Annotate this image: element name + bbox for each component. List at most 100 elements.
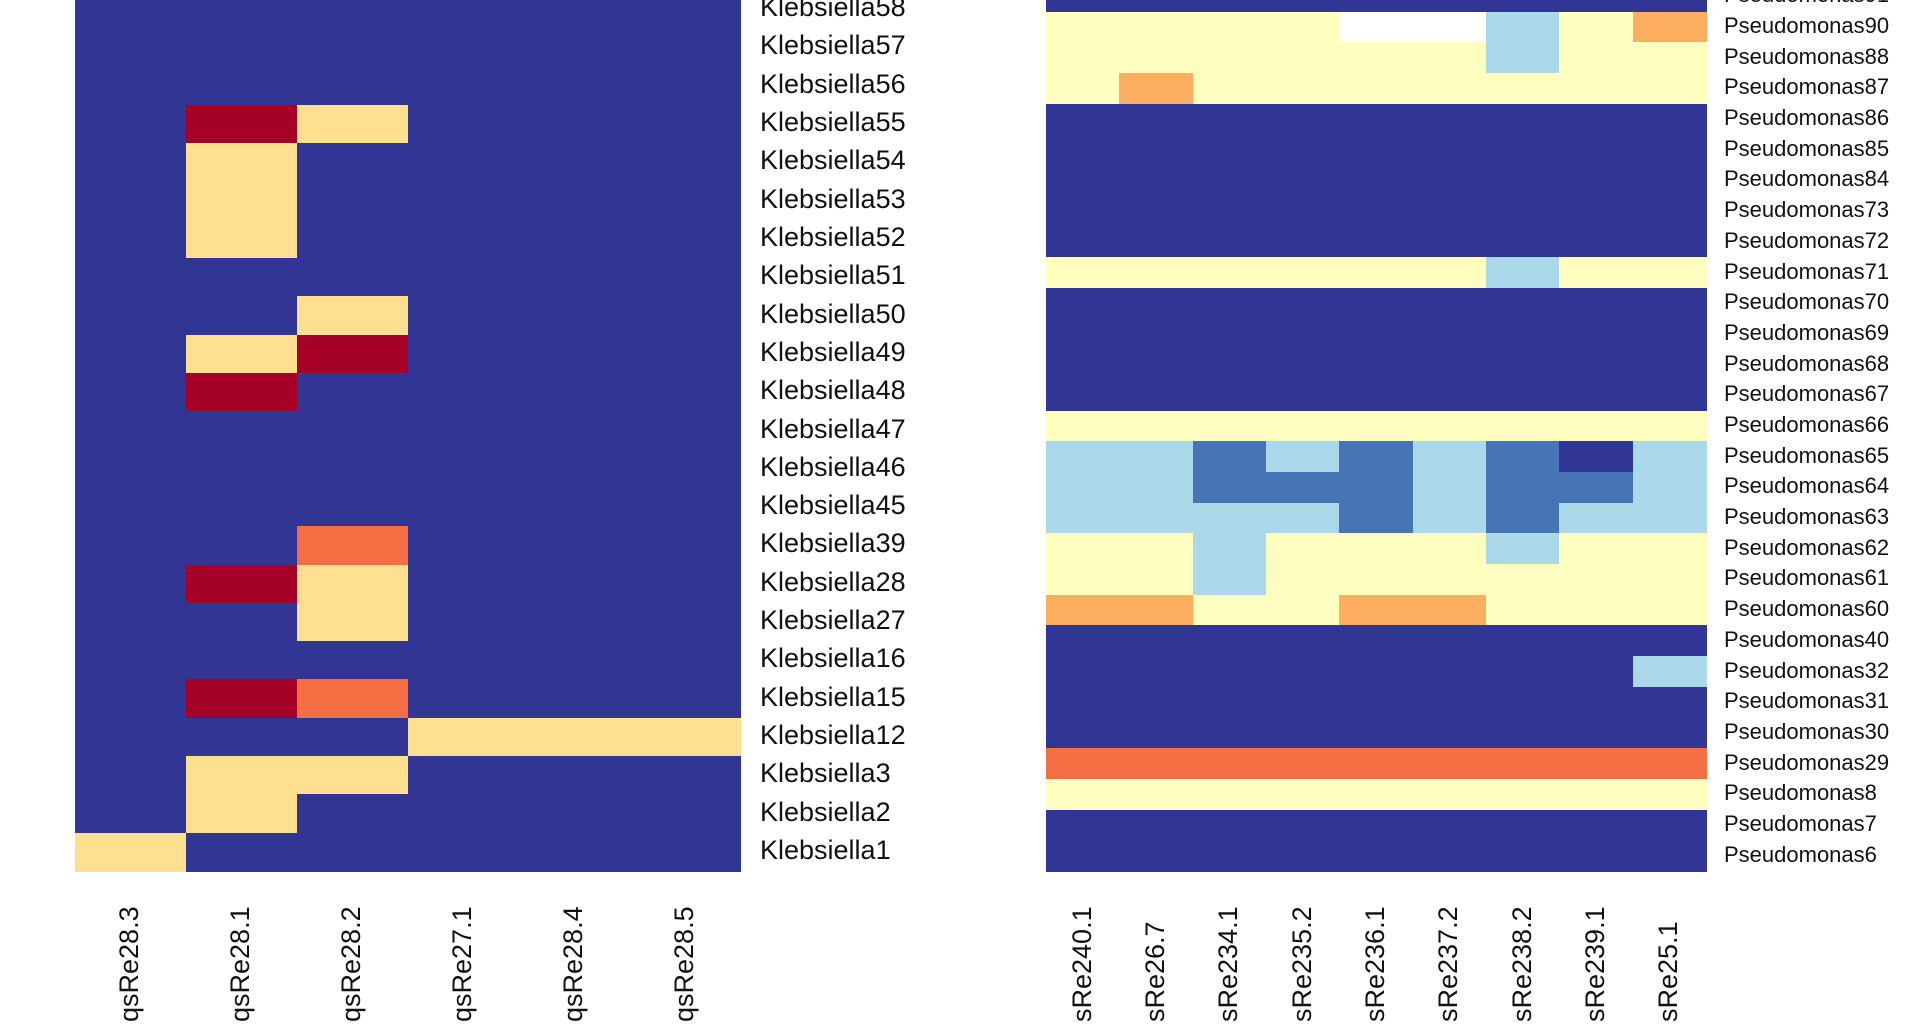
pseudomonas-cell — [1339, 0, 1414, 13]
pseudomonas-cell — [1486, 594, 1560, 627]
pseudomonas-row-label: Pseudomonas31 — [1724, 688, 1890, 714]
pseudomonas-cell — [1192, 564, 1267, 596]
pseudomonas-column-label: sRe240.1 — [1066, 906, 1097, 1022]
klebsiella-cell — [407, 66, 519, 106]
pseudomonas-cell — [1339, 472, 1414, 504]
klebsiella-cell — [75, 564, 187, 604]
pseudomonas-cell — [1339, 257, 1414, 289]
pseudomonas-cell — [1559, 195, 1634, 228]
pseudomonas-cell — [1046, 103, 1120, 136]
pseudomonas-cell — [1412, 686, 1487, 719]
pseudomonas-cell — [1412, 717, 1487, 749]
pseudomonas-cell — [1266, 778, 1340, 811]
klebsiella-column-label: qsRe28.1 — [225, 906, 256, 1022]
pseudomonas-cell — [1119, 717, 1194, 749]
pseudomonas-cell — [1119, 42, 1194, 74]
klebsiella-cell — [296, 794, 409, 834]
pseudomonas-cell — [1339, 533, 1414, 565]
pseudomonas-cell — [1339, 441, 1414, 473]
klebsiella-cell — [185, 258, 298, 298]
pseudomonas-cell — [1046, 165, 1120, 197]
klebsiella-cell — [75, 832, 187, 872]
pseudomonas-cell — [1266, 564, 1340, 596]
pseudomonas-row-label: Pseudomonas70 — [1724, 289, 1890, 315]
pseudomonas-cell — [1486, 656, 1560, 688]
pseudomonas-cell — [1339, 11, 1414, 43]
klebsiella-row-label: Klebsiella39 — [760, 528, 906, 559]
pseudomonas-cell — [1632, 349, 1707, 381]
pseudomonas-cell — [1486, 717, 1560, 749]
pseudomonas-cell — [1266, 748, 1340, 780]
pseudomonas-cell — [1046, 134, 1120, 166]
klebsiella-cell — [518, 373, 630, 412]
pseudomonas-cell — [1486, 134, 1560, 166]
pseudomonas-row-label: Pseudomonas86 — [1724, 105, 1890, 131]
klebsiella-cell — [75, 717, 187, 757]
pseudomonas-cell — [1046, 472, 1120, 504]
pseudomonas-cell — [1559, 134, 1634, 166]
pseudomonas-cell — [1339, 656, 1414, 688]
pseudomonas-cell — [1559, 656, 1634, 688]
pseudomonas-cell — [1192, 748, 1267, 780]
klebsiella-cell — [629, 756, 741, 795]
klebsiella-cell — [518, 258, 630, 298]
pseudomonas-cell — [1486, 809, 1560, 841]
pseudomonas-cell — [1119, 195, 1194, 228]
pseudomonas-cell — [1412, 0, 1487, 13]
klebsiella-cell — [518, 219, 630, 259]
pseudomonas-cell — [1046, 502, 1120, 534]
pseudomonas-cell — [1486, 257, 1560, 289]
klebsiella-cell — [296, 373, 409, 412]
pseudomonas-row-label: Pseudomonas40 — [1724, 626, 1890, 652]
klebsiella-cell — [407, 679, 519, 719]
pseudomonas-cell — [1046, 42, 1120, 74]
pseudomonas-cell — [1486, 564, 1560, 596]
pseudomonas-cell — [1119, 748, 1194, 780]
klebsiella-cell — [518, 181, 630, 221]
pseudomonas-column-label: sRe236.1 — [1360, 906, 1390, 1022]
pseudomonas-cell — [1339, 410, 1414, 442]
pseudomonas-cell — [1339, 165, 1414, 197]
klebsiella-cell — [296, 181, 409, 221]
klebsiella-cell — [75, 0, 187, 29]
pseudomonas-cell — [1486, 502, 1560, 534]
klebsiella-cell — [518, 28, 630, 68]
klebsiella-row-label: Klebsiella12 — [760, 719, 906, 750]
pseudomonas-cell — [1266, 379, 1340, 412]
pseudomonas-cell — [1559, 287, 1634, 320]
pseudomonas-cell — [1486, 625, 1560, 657]
pseudomonas-cell — [1559, 349, 1634, 381]
pseudomonas-cell — [1046, 686, 1120, 719]
pseudomonas-cell — [1486, 778, 1560, 811]
klebsiella-cell — [629, 296, 741, 336]
pseudomonas-cell — [1486, 0, 1560, 13]
pseudomonas-cell — [1119, 533, 1194, 565]
pseudomonas-cell — [1412, 195, 1487, 228]
pseudomonas-cell — [1412, 441, 1487, 473]
pseudomonas-cell — [1266, 717, 1340, 749]
klebsiella-cell — [629, 602, 741, 642]
klebsiella-cell — [185, 219, 298, 259]
pseudomonas-cell — [1632, 686, 1707, 719]
klebsiella-cell — [629, 28, 741, 68]
pseudomonas-cell — [1119, 441, 1194, 473]
pseudomonas-cell — [1486, 226, 1560, 258]
pseudomonas-cell — [1632, 11, 1707, 43]
klebsiella-cell — [75, 66, 187, 106]
pseudomonas-cell — [1412, 748, 1487, 780]
pseudomonas-cell — [1412, 165, 1487, 197]
pseudomonas-cell — [1119, 656, 1194, 688]
klebsiella-cell — [518, 449, 630, 489]
pseudomonas-cell — [1486, 195, 1560, 228]
pseudomonas-cell — [1192, 625, 1267, 657]
pseudomonas-cell — [1632, 410, 1707, 442]
pseudomonas-cell — [1339, 349, 1414, 381]
klebsiella-cell — [407, 373, 519, 412]
pseudomonas-cell — [1119, 472, 1194, 504]
pseudomonas-cell — [1559, 840, 1634, 872]
klebsiella-row-label: Klebsiella1 — [760, 834, 891, 865]
klebsiella-cell — [75, 487, 187, 527]
klebsiella-cell — [185, 143, 298, 183]
pseudomonas-cell — [1632, 318, 1707, 350]
pseudomonas-cell — [1632, 103, 1707, 136]
